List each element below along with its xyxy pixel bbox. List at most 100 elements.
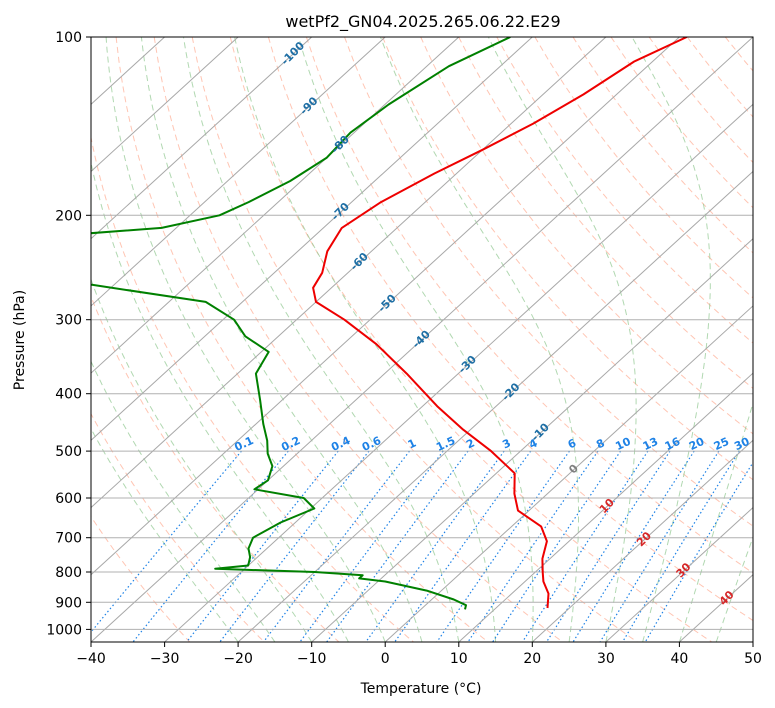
moist-adiabat [140,37,423,642]
sounding-curves [91,37,688,610]
isotherm-line [237,170,753,642]
dewpoint-curve [91,37,511,610]
dry-adiabat [153,37,563,642]
dry-adiabat [458,37,753,389]
mixing-ratio-label: 10 [613,435,633,453]
isotherm-line [91,37,533,441]
mixing-ratio-line [467,450,599,642]
x-tick-label: −40 [76,651,106,667]
mixing-ratio-line [546,450,671,642]
moist-adiabat [631,37,711,642]
dry-adiabat [91,412,265,642]
dry-adiabat [91,515,191,642]
isotherm-line [384,305,753,642]
isotherm-line [91,37,460,374]
mixing-ratio-line [91,450,242,633]
dry-adiabat [572,37,753,254]
mixing-ratio-label: 16 [663,435,683,453]
mixing-ratio-label: 6 [566,436,579,451]
moist-adiabat [234,37,497,642]
isotherm-line [531,439,753,642]
y-tick-label: 100 [55,30,82,46]
dry-adiabat [344,37,753,527]
mixing-ratio-label: 25 [712,435,731,453]
mixing-ratio-label: 36 [753,435,773,453]
x-tick-label: 10 [450,651,468,667]
x-tick-label: −30 [150,651,180,667]
moist-adiabat [91,160,349,642]
x-tick-label: 30 [597,651,615,667]
dry-adiabat [267,37,753,622]
mixing-ratio-line [622,450,740,642]
dry-adiabat [763,37,775,642]
mixing-ratio-label: 30 [732,435,752,453]
mixing-ratio-line [572,450,695,642]
dry-adiabat [115,37,489,642]
y-tick-label: 900 [55,595,82,611]
moist-adiabat [380,37,579,642]
x-tick-label: 20 [523,651,541,667]
x-tick-label: −10 [297,651,327,667]
dry-adiabat [91,295,340,642]
temperature-curve [312,37,688,609]
x-tick-label: 50 [744,651,762,667]
y-tick-label: 300 [55,313,82,329]
isotherm-line [91,37,680,576]
isotherm-line [458,372,753,642]
y-tick-label: 1000 [46,622,82,638]
moist-adiabat [715,535,753,642]
mixing-ratio-line [299,450,444,642]
chart-title: wetPf2_GN04.2025.265.06.22.E29 [285,12,560,32]
y-tick-label: 200 [55,208,82,224]
dry-adiabat [610,37,753,209]
x-tick-label: −20 [223,651,253,667]
y-axis-label: Pressure (hPa) [12,290,28,390]
moist-adiabat [105,37,386,642]
mixing-ratio-label: 20 [687,435,707,453]
line-labels: 0.1 0.2 0.4 0.6 1 1.5 2 3 4 6 8 10 13 16 20 25 30 36-100-… [232,39,773,608]
plot-frame [90,36,754,643]
moist-adiabat [183,37,460,642]
axis-ticks: −40 −30 −20 −10 0 10 20 30 40 50 100 200 300 400 500 60… [46,30,762,667]
isotherm-line [91,37,239,173]
x-tick-label: 0 [381,651,390,667]
mixing-ratio-line [599,450,720,642]
dry-adiabat [686,37,753,118]
moist-adiabat [91,427,239,642]
dry-adiabat [724,37,753,72]
isotherm-line [605,506,753,642]
isotherm-line [311,238,753,642]
mixing-ratio-line [186,450,339,642]
y-tick-label: 700 [55,531,82,547]
x-axis-label: Temperature (°C) [360,681,482,697]
moist-adiabat [678,401,753,642]
isotherm-line [91,37,313,240]
x-tick-label: 40 [670,651,688,667]
mixing-ratio-line [132,450,289,642]
y-tick-label: 400 [55,387,82,403]
dry-adiabat [191,37,638,642]
mixing-ratio-line [326,450,469,642]
isotherm-line [91,37,607,509]
mixing-ratio-label: 13 [641,435,660,453]
moist-adiabat [91,360,276,642]
y-tick-label: 500 [55,444,82,460]
mixing-ratio-label: 1 [406,436,418,451]
moist-adiabat [91,278,313,642]
isotherm-line [91,37,753,642]
mixing-ratio-line [492,450,622,642]
moist-adiabat [487,37,637,642]
moist-adiabat [298,37,534,642]
mixing-ratio-line [263,450,410,642]
dry-adiabat [496,37,753,344]
isotherm-line [752,641,753,642]
dry-adiabat [648,37,753,164]
isotherm-line [164,103,753,642]
y-tick-label: 600 [55,491,82,507]
isotherm-line [91,37,386,307]
mixing-ratio-label: 3 [500,436,512,451]
dry-adiabat [420,37,753,435]
mixing-ratio-line [436,450,570,642]
y-tick-label: 800 [55,565,82,581]
